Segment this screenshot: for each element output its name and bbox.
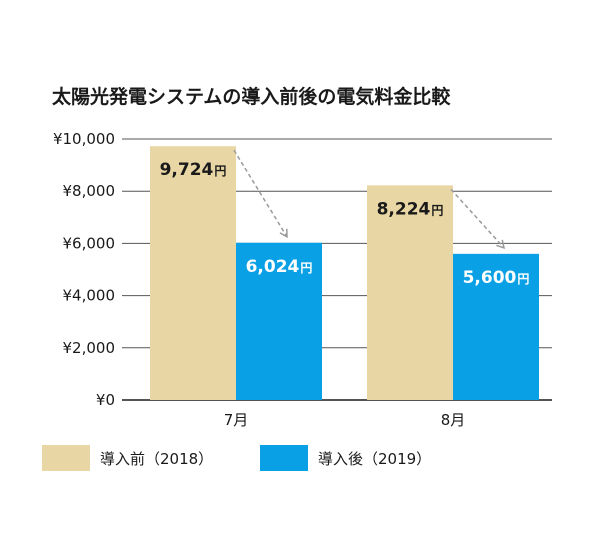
data-label: 9,724円: [160, 160, 227, 180]
legend-label: 導入前（2018）: [100, 450, 213, 468]
y-tick-label: ¥8,000: [63, 182, 116, 200]
bar-before-2: [367, 185, 453, 400]
data-label-unit: 円: [214, 164, 226, 178]
bar-before-1: [150, 146, 236, 400]
legend: 導入前（2018） 導入後（2019）: [42, 445, 431, 471]
data-label-value: 9,724: [160, 160, 214, 180]
y-axis: ¥0 ¥2,000 ¥4,000 ¥6,000 ¥8,000 ¥10,000: [53, 130, 115, 409]
legend-label: 導入後（2019）: [318, 450, 431, 468]
chart-title: 太陽光発電システムの導入前後の電気料金比較: [52, 85, 451, 108]
bar-after-1: [236, 242, 322, 400]
y-tick-label: ¥0: [96, 391, 115, 409]
annotation-arrow: [450, 188, 506, 249]
data-label-unit: 円: [300, 261, 312, 275]
data-label-value: 5,600: [463, 268, 517, 288]
annotation-arrow: [233, 149, 288, 239]
data-label: 5,600円: [463, 268, 530, 288]
y-tick-label: ¥10,000: [53, 130, 115, 148]
annotation-arrows: [233, 149, 506, 249]
x-axis: 7月 8月: [224, 411, 466, 429]
data-label: 8,224円: [377, 199, 444, 219]
data-label-unit: 円: [517, 272, 529, 286]
y-tick-label: ¥4,000: [63, 287, 116, 305]
data-label-value: 6,024: [246, 257, 300, 277]
legend-swatch: [260, 445, 308, 471]
y-tick-label: ¥6,000: [63, 234, 116, 252]
data-label-value: 8,224: [377, 199, 431, 219]
category-label: 7月: [224, 411, 249, 429]
bar-after-2: [453, 253, 539, 400]
y-tick-label: ¥2,000: [63, 339, 116, 357]
legend-swatch: [42, 445, 90, 471]
category-label: 8月: [441, 411, 466, 429]
data-label-unit: 円: [431, 203, 443, 217]
bars: [150, 146, 539, 400]
data-label: 6,024円: [246, 257, 313, 277]
